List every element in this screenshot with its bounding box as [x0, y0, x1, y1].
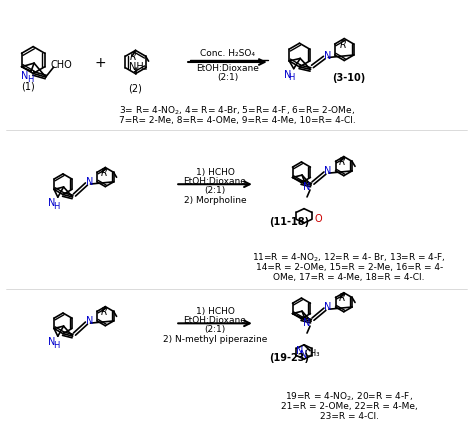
Text: N: N	[324, 166, 332, 176]
Text: R: R	[339, 40, 346, 50]
Text: 1) HCHO: 1) HCHO	[196, 306, 235, 315]
Text: +: +	[95, 56, 107, 70]
Text: H: H	[53, 201, 59, 210]
Text: N: N	[303, 182, 310, 191]
Text: (11-18): (11-18)	[269, 216, 309, 226]
Text: 19=R = 4-NO$_2$, 20=R = 4-F,: 19=R = 4-NO$_2$, 20=R = 4-F,	[285, 390, 413, 402]
Text: (2:1): (2:1)	[217, 73, 238, 82]
Text: 23=R = 4-Cl.: 23=R = 4-Cl.	[319, 411, 379, 420]
Text: H: H	[27, 74, 33, 83]
Text: CHO: CHO	[51, 60, 73, 70]
Text: N: N	[86, 315, 93, 325]
Text: 2) Morpholine: 2) Morpholine	[184, 195, 246, 204]
Text: (19-23): (19-23)	[269, 352, 309, 362]
Text: R: R	[100, 307, 108, 317]
Text: H: H	[289, 73, 295, 82]
Text: NH₂: NH₂	[129, 62, 148, 71]
Text: (2:1): (2:1)	[204, 185, 226, 194]
Text: 21=R = 2-OMe, 22=R = 4-Me,: 21=R = 2-OMe, 22=R = 4-Me,	[281, 401, 418, 410]
Text: 1) HCHO: 1) HCHO	[196, 167, 235, 177]
Text: N: N	[48, 198, 55, 208]
Text: O: O	[314, 213, 322, 223]
Text: (1): (1)	[21, 81, 35, 92]
Text: OMe, 17=R = 4-Me, 18=R = 4-Cl.: OMe, 17=R = 4-Me, 18=R = 4-Cl.	[273, 272, 425, 282]
Text: N: N	[296, 345, 304, 355]
Text: R: R	[339, 293, 346, 303]
Text: 7=R= 2-Me, 8=R= 4-OMe, 9=R= 4-Me, 10=R= 4-Cl.: 7=R= 2-Me, 8=R= 4-OMe, 9=R= 4-Me, 10=R= …	[118, 116, 355, 125]
Text: 11=R = 4-NO$_2$, 12=R = 4- Br, 13=R = 4-F,: 11=R = 4-NO$_2$, 12=R = 4- Br, 13=R = 4-…	[252, 251, 446, 263]
Text: EtOH:Dioxane: EtOH:Dioxane	[183, 315, 246, 324]
Text: N: N	[284, 70, 292, 79]
Text: R: R	[100, 168, 108, 178]
Text: N: N	[21, 71, 29, 81]
Text: (2:1): (2:1)	[204, 324, 226, 333]
Text: EtOH:Dioxane: EtOH:Dioxane	[183, 177, 246, 185]
Text: N: N	[324, 301, 332, 311]
Text: CH₃: CH₃	[304, 349, 320, 357]
Text: 2) N-methyl piperazine: 2) N-methyl piperazine	[163, 334, 267, 343]
Text: R: R	[130, 52, 137, 62]
Text: N: N	[303, 318, 310, 327]
Text: (2): (2)	[128, 84, 143, 94]
Text: H: H	[53, 340, 59, 349]
Text: (3-10): (3-10)	[333, 73, 366, 83]
Text: N: N	[86, 177, 93, 187]
Text: R: R	[339, 157, 346, 167]
Text: N: N	[324, 50, 331, 60]
Text: N: N	[301, 350, 308, 359]
Text: 3= R= 4-NO$_2$, 4= R= 4-Br, 5=R= 4-F, 6=R= 2-OMe,: 3= R= 4-NO$_2$, 4= R= 4-Br, 5=R= 4-F, 6=…	[119, 104, 355, 117]
Text: N: N	[48, 336, 55, 346]
Text: 14=R = 2-OMe, 15=R = 2-Me, 16=R = 4-: 14=R = 2-OMe, 15=R = 2-Me, 16=R = 4-	[255, 263, 443, 272]
Text: EtOH:Dioxane: EtOH:Dioxane	[197, 64, 259, 73]
Text: Conc. H₂SO₄: Conc. H₂SO₄	[201, 49, 255, 57]
